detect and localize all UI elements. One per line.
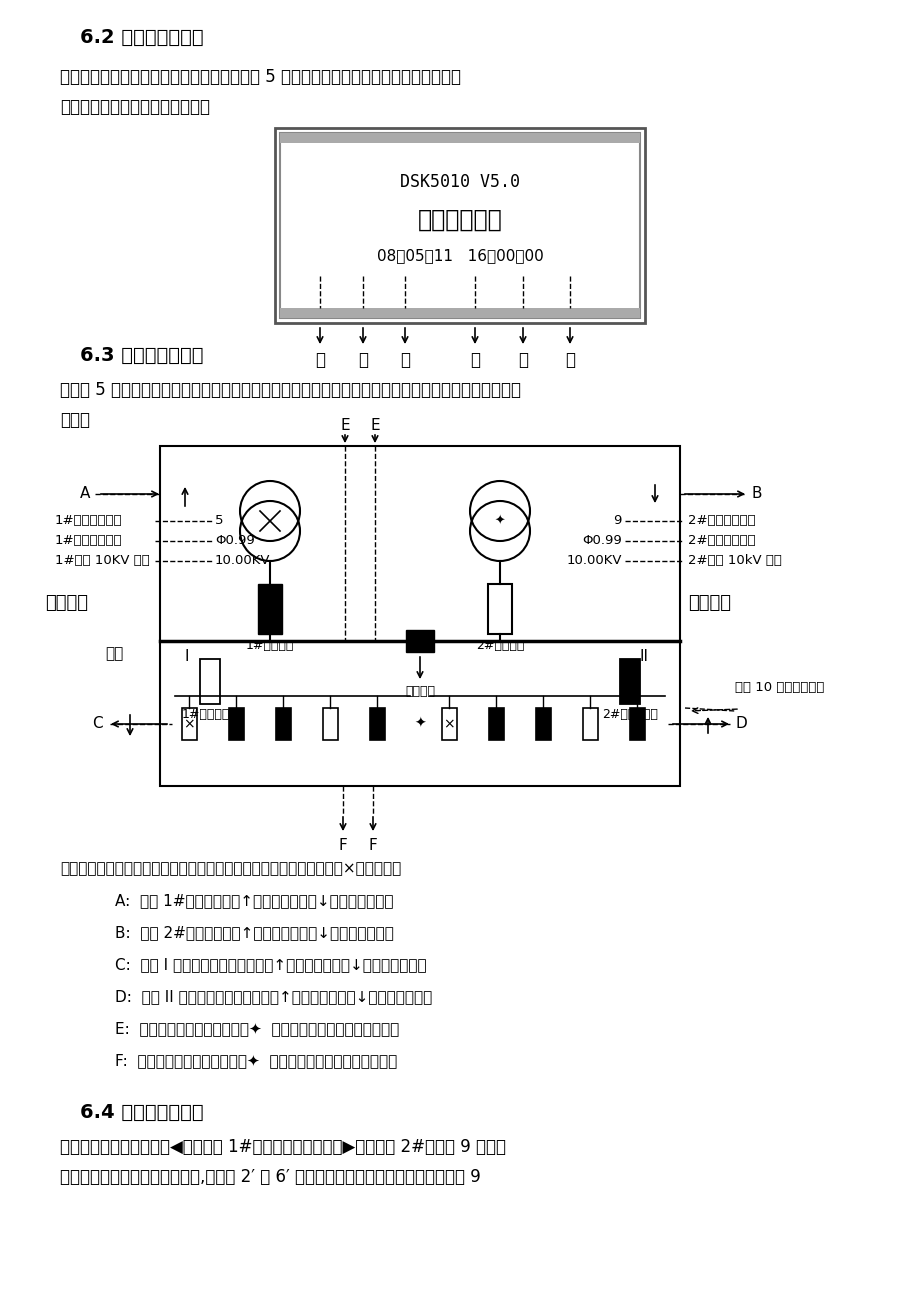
Bar [279,309,640,318]
Text: 一开机便显示版本信息图，开机后，如果在 5 分钟内无任何按键操作液晶将自行关闭，: 一开机便显示版本信息图，开机后，如果在 5 分钟内无任何按键操作液晶将自行关闭， [60,68,460,86]
Text: A:  表示 1#主变升降压，↑表示将要升压；↓表示将要降压。: A: 表示 1#主变升降压，↑表示将要升压；↓表示将要降压。 [115,893,393,907]
Text: 实时电压: 实时电压 [687,594,731,612]
Text: 1#主变功率因数: 1#主变功率因数 [55,535,122,548]
Text: II: II [640,648,648,664]
Text: E: E [369,418,380,434]
Bar [369,708,384,740]
Text: 2#主变调压档位: 2#主变调压档位 [687,514,754,527]
Text: 开机 5 秒后进入系统图，在主菜单及所包含的某单界面保持一分钟且无按键操作时自动恢复到系统图: 开机 5 秒后进入系统图，在主菜单及所包含的某单界面保持一分钟且无按键操作时自动… [60,381,520,398]
Bar [630,708,644,740]
Bar [279,133,640,143]
Text: ✦: ✦ [414,717,425,730]
Bar [276,708,290,740]
Text: E: E [340,418,349,434]
Bar [441,708,457,740]
Text: 秒: 秒 [564,352,574,368]
Text: 在系统图界面时，按【◀】键进入 1#主变的九域图。按【▶】键进入 2#主变的 9 域图，: 在系统图界面时，按【◀】键进入 1#主变的九域图。按【▶】键进入 2#主变的 9… [60,1138,505,1156]
Text: 9: 9 [613,514,621,527]
Bar [489,708,504,740]
Text: 1#主变开关: 1#主变开关 [245,639,294,652]
Text: 山东迪生电子: 山东迪生电子 [417,208,502,232]
Text: D: D [735,716,747,732]
Text: 状态。: 状态。 [60,411,90,428]
Text: 6.4 九域原理图显示: 6.4 九域原理图显示 [80,1103,203,1122]
Text: F: F [369,838,377,853]
Text: ×: × [183,717,195,730]
Text: 年: 年 [314,352,324,368]
Text: 实时电压: 实时电压 [45,594,88,612]
Bar [536,708,550,740]
Bar [583,708,597,740]
Text: 6.2 版本信息图显示: 6.2 版本信息图显示 [80,29,203,47]
Text: 1#主变 10KV 母线: 1#主变 10KV 母线 [55,555,150,568]
Bar [199,659,220,704]
Bar [323,708,337,740]
Text: C:  表示 I 段电容将要投入或切除，↑表示将要投入；↓表示将要切除。: C: 表示 I 段电容将要投入或切除，↑表示将要投入；↓表示将要切除。 [115,957,426,973]
Text: ×: × [443,717,454,730]
Text: B: B [751,487,762,501]
Bar [182,708,197,740]
Text: 1#电容柜开关: 1#电容柜开关 [182,708,238,721]
Bar [619,659,640,704]
Bar [160,447,679,786]
Text: 哪个字体变成反黑就表示在哪区,如果在 2′ 和 6′ 区，则显示一阴影带闪烁。如果没用到 9: 哪个字体变成反黑就表示在哪区,如果在 2′ 和 6′ 区，则显示一阴影带闪烁。如… [60,1168,481,1186]
Text: 母线: 母线 [105,646,123,661]
Text: DSK5010 V5.0: DSK5010 V5.0 [400,173,519,191]
Text: 2#主变功率因数: 2#主变功率因数 [687,535,754,548]
Text: E:  表示调压是手动还是自动，✦  停止表示手动，转动表示自动。: E: 表示调压是手动还是自动，✦ 停止表示手动，转动表示自动。 [115,1021,399,1036]
Text: D:  表示 II 段电容将要投入或切除，↑表示将要投入；↓表示将要切除。: D: 表示 II 段电容将要投入或切除，↑表示将要投入；↓表示将要切除。 [115,990,432,1004]
Text: ✦: ✦ [494,514,505,527]
Text: 1#主变调压档位: 1#主变调压档位 [55,514,122,527]
Text: F:  表示补偿是手动还是自动，✦  停止表示手动，转动表示自动。: F: 表示补偿是手动还是自动，✦ 停止表示手动，转动表示自动。 [115,1053,397,1068]
Bar [229,708,244,740]
Text: 月: 月 [357,352,368,368]
Text: I: I [185,648,189,664]
Text: 日: 日 [400,352,410,368]
Text: 2#主变 10kV 母线: 2#主变 10kV 母线 [687,555,781,568]
Text: 注：断路器用长方块表示，空芯方块表示分，实芯方块表示合。里面有×表示故障。: 注：断路器用长方块表示，空芯方块表示分，实芯方块表示合。里面有×表示故障。 [60,861,401,876]
Text: 10.00KV: 10.00KV [215,555,270,568]
Text: 5: 5 [215,514,223,527]
Text: 2#电容柜开关: 2#电容柜开关 [601,708,657,721]
Text: Φ0.99: Φ0.99 [215,535,255,548]
Bar [257,585,282,634]
Text: 08－05－11   16：00：00: 08－05－11 16：00：00 [376,247,543,263]
Bar [405,630,434,652]
Text: 2#主变开关: 2#主变开关 [475,639,524,652]
Text: C: C [92,716,103,732]
Text: A: A [80,487,90,501]
Text: B:  表示 2#主变升降压，↑表示将要升压；↓表示将要降压。: B: 表示 2#主变升降压，↑表示将要升压；↓表示将要降压。 [115,924,393,940]
Text: F: F [338,838,347,853]
Text: Φ0.99: Φ0.99 [582,535,621,548]
Text: 分: 分 [517,352,528,368]
Text: 10.00KV: 10.00KV [566,555,621,568]
Bar [279,133,640,318]
Text: 表示 10 组电容器状态: 表示 10 组电容器状态 [734,681,823,694]
Bar [275,128,644,323]
Text: 按任意键恢复屏幕显示。如下图：: 按任意键恢复屏幕显示。如下图： [60,98,210,116]
Text: 母联开关: 母联开关 [404,685,435,698]
Text: 时: 时 [470,352,480,368]
Bar [487,585,512,634]
Text: 6.3 系统状态图显示: 6.3 系统状态图显示 [80,346,203,365]
